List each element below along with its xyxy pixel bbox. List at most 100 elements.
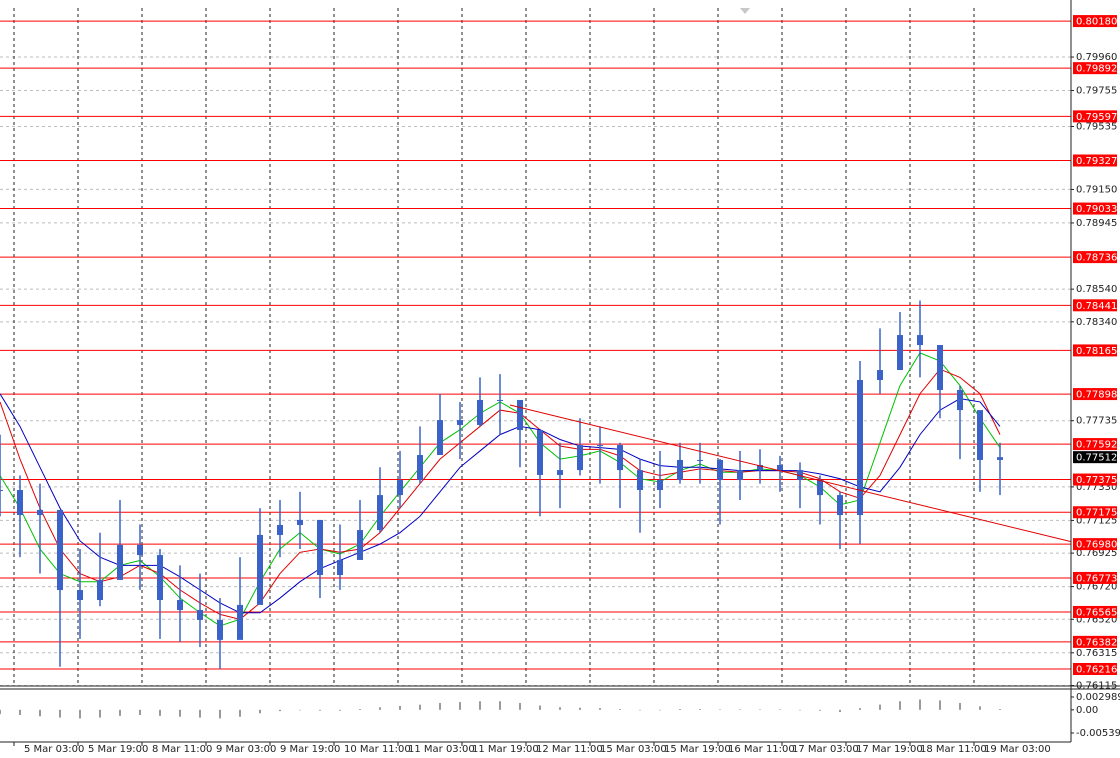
osc-bar xyxy=(179,709,181,717)
osc-bar xyxy=(39,709,41,717)
level-label: 0.79327 xyxy=(1076,156,1117,167)
shift-marker xyxy=(740,8,750,14)
candle-body xyxy=(617,445,623,471)
level-label-box xyxy=(1073,388,1117,401)
level-label-box xyxy=(1073,571,1117,584)
osc-bar xyxy=(199,709,201,718)
level-label: 0.77175 xyxy=(1076,508,1117,519)
level-label-box xyxy=(1073,635,1117,648)
x-tick-label: 8 Mar 11:00 xyxy=(152,744,212,755)
candle-body xyxy=(877,370,883,381)
candle-body xyxy=(897,335,903,371)
y-tick-label: 0.76520 xyxy=(1076,614,1117,625)
osc-bar xyxy=(999,708,1001,710)
candle-body xyxy=(297,519,303,525)
level-label: 0.79892 xyxy=(1076,64,1117,75)
y-tick-label: 0.79150 xyxy=(1076,184,1117,195)
x-tick-label: 9 Mar 19:00 xyxy=(280,744,340,755)
osc-bar xyxy=(119,709,121,716)
osc-tick-label: -0.005392 xyxy=(1076,728,1120,739)
candle-body xyxy=(557,470,563,475)
candle-body xyxy=(37,509,43,516)
x-tick-label: 17 Mar 03:00 xyxy=(792,744,859,755)
osc-bar xyxy=(599,708,601,710)
x-tick-label: 16 Mar 11:00 xyxy=(728,744,795,755)
osc-bar xyxy=(779,709,781,710)
osc-bar xyxy=(559,707,561,710)
y-tick-label: 0.78340 xyxy=(1076,317,1117,328)
level-label: 0.76980 xyxy=(1076,540,1117,551)
osc-bar xyxy=(359,708,361,710)
candle-body xyxy=(417,455,423,481)
osc-bar xyxy=(899,701,901,710)
candle-body xyxy=(697,459,703,461)
candle-body xyxy=(637,470,643,491)
level-label-box xyxy=(1073,110,1117,123)
candle-body xyxy=(337,559,343,576)
osc-bar xyxy=(659,709,661,711)
level-label: 0.76382 xyxy=(1076,637,1117,648)
candle-body xyxy=(257,534,263,605)
level-label: 0.80180 xyxy=(1076,17,1117,28)
osc-bar xyxy=(719,709,721,710)
x-tick-label: 18 Mar 11:00 xyxy=(920,744,987,755)
y-tick-label: 0.76925 xyxy=(1076,548,1117,559)
level-label-box xyxy=(1073,154,1117,167)
candle-body xyxy=(117,544,123,580)
x-tick-label: 19 Mar 03:00 xyxy=(984,744,1051,755)
osc-bar xyxy=(0,709,1,715)
candle-body xyxy=(397,480,403,496)
candle-body xyxy=(677,459,683,481)
osc-bar xyxy=(579,707,581,710)
osc-bar xyxy=(439,702,441,710)
candle-body xyxy=(937,345,943,390)
osc-bar xyxy=(539,705,541,710)
level-label-box xyxy=(1073,15,1117,28)
osc-bar xyxy=(259,709,261,714)
osc-bar xyxy=(639,709,641,711)
x-tick-label: 11 Mar 03:00 xyxy=(408,744,475,755)
osc-tick-label: 0.002989 xyxy=(1076,692,1120,703)
osc-bar xyxy=(79,709,81,719)
osc-bar xyxy=(879,704,881,710)
osc-bar xyxy=(939,700,941,710)
x-tick-label: 5 Mar 03:00 xyxy=(24,744,84,755)
current-price-label: 0.77512 xyxy=(1076,453,1117,464)
level-label-box xyxy=(1073,202,1117,215)
x-tick-label: 12 Mar 11:00 xyxy=(536,744,603,755)
osc-bar xyxy=(859,708,861,710)
osc-bar xyxy=(239,709,241,717)
level-label: 0.78165 xyxy=(1076,346,1117,357)
level-label: 0.79597 xyxy=(1076,112,1117,123)
candle-body xyxy=(917,335,923,346)
level-label-box xyxy=(1073,662,1117,675)
y-tick-label: 0.79960 xyxy=(1076,52,1117,63)
candle-body xyxy=(137,544,143,556)
level-label-box xyxy=(1073,344,1117,357)
x-tick-label: 15 Mar 03:00 xyxy=(600,744,667,755)
level-label: 0.78441 xyxy=(1076,301,1117,312)
osc-bar xyxy=(759,709,761,710)
osc-bar xyxy=(219,709,221,719)
x-tick-label: 9 Mar 03:00 xyxy=(216,744,276,755)
osc-bar xyxy=(379,707,381,710)
candle-body xyxy=(277,524,283,535)
candle-body xyxy=(317,519,323,576)
candle-body xyxy=(497,399,503,401)
y-tick-label: 0.79535 xyxy=(1076,122,1117,133)
level-label-box xyxy=(1073,506,1117,519)
candle-body xyxy=(517,399,523,431)
y-tick-label: 0.76315 xyxy=(1076,648,1117,659)
osc-bar xyxy=(839,709,841,712)
level-label: 0.78736 xyxy=(1076,253,1117,264)
osc-bar xyxy=(339,709,341,711)
level-label-box xyxy=(1073,605,1117,618)
osc-bar xyxy=(499,701,501,710)
osc-bar xyxy=(19,709,21,715)
osc-bar xyxy=(99,709,101,718)
osc-bar xyxy=(679,708,681,710)
candle-body xyxy=(737,470,743,481)
candle-body xyxy=(857,380,863,516)
